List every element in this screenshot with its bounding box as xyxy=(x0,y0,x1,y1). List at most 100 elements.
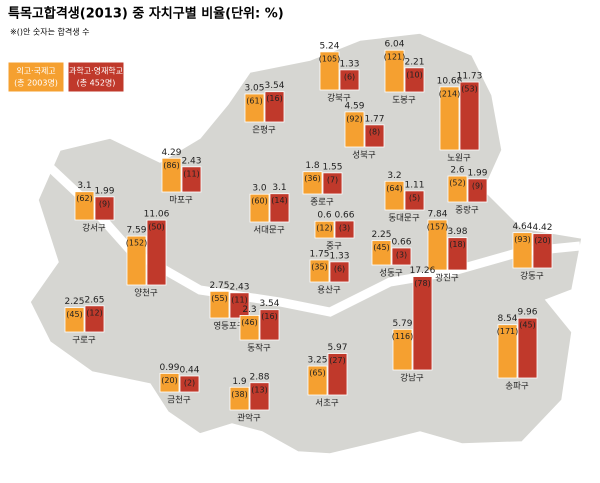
count-label: (6) xyxy=(344,72,355,81)
value-label: 4.64 xyxy=(512,222,532,232)
district-name: 강동구 xyxy=(520,271,544,282)
bar xyxy=(249,193,270,223)
count-label: (16) xyxy=(266,94,282,103)
legend-sub: (총 2003명) xyxy=(14,78,58,88)
count-label: (6) xyxy=(334,264,345,273)
value-label: 10.68 xyxy=(437,76,463,86)
bar xyxy=(84,305,105,333)
value-label: 4.29 xyxy=(161,148,181,158)
bar xyxy=(307,365,328,396)
value-label: 5.97 xyxy=(327,343,347,353)
district-name: 성북구 xyxy=(352,151,376,161)
count-label: (20) xyxy=(161,376,177,385)
value-label: 5.79 xyxy=(392,319,412,329)
count-label: (92) xyxy=(346,114,362,123)
value-label: 9.96 xyxy=(517,308,537,318)
count-label: (5) xyxy=(409,193,420,202)
count-label: (214) xyxy=(439,89,461,98)
bar xyxy=(239,315,260,341)
value-label: 1.33 xyxy=(329,251,349,261)
value-label: 11.06 xyxy=(144,210,170,220)
value-label: 3.54 xyxy=(264,81,284,91)
count-label: (9) xyxy=(472,181,483,190)
count-label: (86) xyxy=(163,161,179,170)
bar xyxy=(392,328,413,371)
count-label: (121) xyxy=(384,53,406,62)
bar xyxy=(244,93,265,123)
bar xyxy=(327,353,348,396)
district-name: 성동구 xyxy=(379,269,403,279)
value-label: 1.33 xyxy=(339,59,359,69)
count-label: (52) xyxy=(449,179,465,188)
bar xyxy=(314,220,335,239)
value-label: 0.66 xyxy=(391,237,411,247)
count-label: (9) xyxy=(99,199,110,208)
count-label: (13) xyxy=(251,385,267,394)
bar xyxy=(74,191,95,221)
count-label: (20) xyxy=(534,236,550,245)
district-name: 강북구 xyxy=(327,93,351,104)
bar xyxy=(259,309,280,341)
title: 특목고합격생(2013) 중 자치구별 비율(단위: %) xyxy=(8,6,284,22)
bar xyxy=(391,247,412,266)
bar xyxy=(384,49,405,93)
value-label: 1.9 xyxy=(232,377,247,387)
bar xyxy=(404,67,425,93)
district-name: 중랑구 xyxy=(455,205,479,216)
bar xyxy=(412,276,433,371)
count-label: (65) xyxy=(309,369,325,378)
value-label: 4.59 xyxy=(344,101,364,111)
count-label: (45) xyxy=(373,243,389,252)
han-river xyxy=(36,154,581,317)
district-name: 종로구 xyxy=(310,198,334,208)
district-name: 은평구 xyxy=(252,125,276,136)
value-label: 3.05 xyxy=(244,83,264,93)
count-label: (53) xyxy=(461,85,477,94)
bar xyxy=(404,190,425,211)
bar xyxy=(249,382,270,411)
bar xyxy=(309,259,330,283)
note: ※()안 숫자는 합격생 수 xyxy=(10,27,89,37)
value-label: 2.75 xyxy=(209,281,229,291)
legend-label: 과학고·영재학교 xyxy=(69,66,123,76)
count-label: (2) xyxy=(184,378,195,387)
value-label: 3.25 xyxy=(307,356,327,366)
legend-label: 외고·국제고 xyxy=(16,66,55,76)
value-label: 3.98 xyxy=(447,227,467,237)
value-label: 1.55 xyxy=(322,162,342,172)
count-label: (157) xyxy=(427,222,449,231)
count-label: (12) xyxy=(86,308,102,317)
bar xyxy=(344,111,365,148)
count-label: (7) xyxy=(327,175,338,184)
bar xyxy=(64,307,85,333)
bar xyxy=(447,237,468,271)
value-label: 11.73 xyxy=(457,72,483,82)
count-label: (35) xyxy=(311,262,327,271)
district-name: 송파구 xyxy=(505,382,529,392)
count-label: (105) xyxy=(319,54,341,63)
bar xyxy=(334,220,355,239)
bar xyxy=(319,51,340,91)
count-label: (152) xyxy=(126,239,148,248)
district-name: 중구 xyxy=(326,242,342,252)
bar xyxy=(229,386,250,411)
bar xyxy=(497,324,518,379)
district-name: 양천구 xyxy=(134,288,158,299)
district-name: 구로구 xyxy=(72,336,96,346)
value-label: 6.04 xyxy=(384,40,404,50)
district-name: 서대문구 xyxy=(253,226,284,236)
bar xyxy=(384,180,405,211)
value-label: 2.6 xyxy=(450,166,465,176)
district-name: 광진구 xyxy=(435,273,459,284)
count-label: (8) xyxy=(369,127,380,136)
legend-box xyxy=(7,61,65,93)
bar xyxy=(181,166,202,193)
value-label: 2.25 xyxy=(64,297,84,307)
value-label: 1.99 xyxy=(94,186,114,196)
count-label: (14) xyxy=(271,196,287,205)
district-name: 동작구 xyxy=(247,343,271,354)
value-label: 2.3 xyxy=(242,305,256,315)
bar xyxy=(467,178,488,203)
district-name: 강남구 xyxy=(400,373,424,384)
legend-box xyxy=(67,61,125,93)
